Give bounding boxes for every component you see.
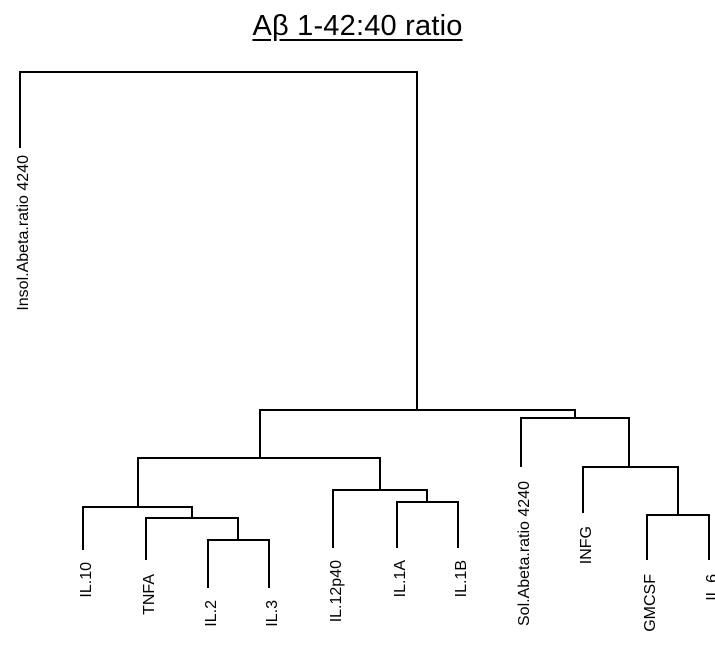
branch-il1a-il1b	[396, 501, 459, 548]
label-il1a: IL.1A	[392, 560, 409, 598]
label-il6: IL.6	[704, 574, 715, 601]
branch-left-cluster	[137, 457, 381, 507]
branch-tnfa-group	[145, 517, 239, 560]
label-sol-abeta: Sol.Abeta.ratio 4240	[516, 481, 533, 626]
label-tnfa: TNFA	[141, 574, 158, 615]
branch-main-split	[259, 409, 576, 458]
label-infg: INFG	[578, 526, 595, 564]
branch-il2-il3	[207, 539, 270, 588]
leaf-labels: Insol.Abeta.ratio 4240 IL.10 TNFA IL.2 I…	[15, 155, 715, 632]
label-il12p40: IL.12p40	[328, 560, 345, 622]
label-gmcsf: GMCSF	[642, 574, 659, 632]
label-il1b: IL.1B	[453, 560, 470, 597]
label-il10: IL.10	[78, 562, 95, 598]
branch-root	[19, 71, 418, 410]
branch-il12-group	[332, 489, 428, 548]
branch-infg-group	[582, 466, 679, 515]
label-insol-abeta: Insol.Abeta.ratio 4240	[15, 155, 32, 311]
branch-il10-group	[82, 506, 193, 550]
branch-right-cluster	[520, 417, 630, 467]
label-il2: IL.2	[203, 600, 220, 627]
dendrogram-branches	[19, 71, 710, 588]
label-il3: IL.3	[264, 600, 281, 627]
chart-title: Aβ 1-42:40 ratio	[252, 10, 463, 42]
branch-gmcsf-il6	[646, 514, 710, 560]
